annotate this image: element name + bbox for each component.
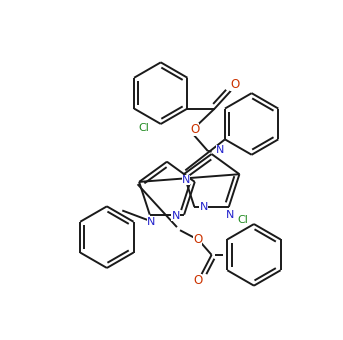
Text: N: N [147, 217, 155, 227]
Text: N: N [182, 175, 190, 185]
Text: N: N [226, 210, 235, 220]
Text: N: N [199, 202, 208, 212]
Text: O: O [193, 274, 202, 287]
Text: O: O [190, 123, 199, 136]
Text: O: O [230, 78, 239, 91]
Text: O: O [193, 233, 202, 246]
Text: N: N [216, 145, 224, 155]
Text: N: N [172, 211, 180, 221]
Text: Cl: Cl [138, 122, 149, 133]
Text: Cl: Cl [237, 216, 248, 225]
